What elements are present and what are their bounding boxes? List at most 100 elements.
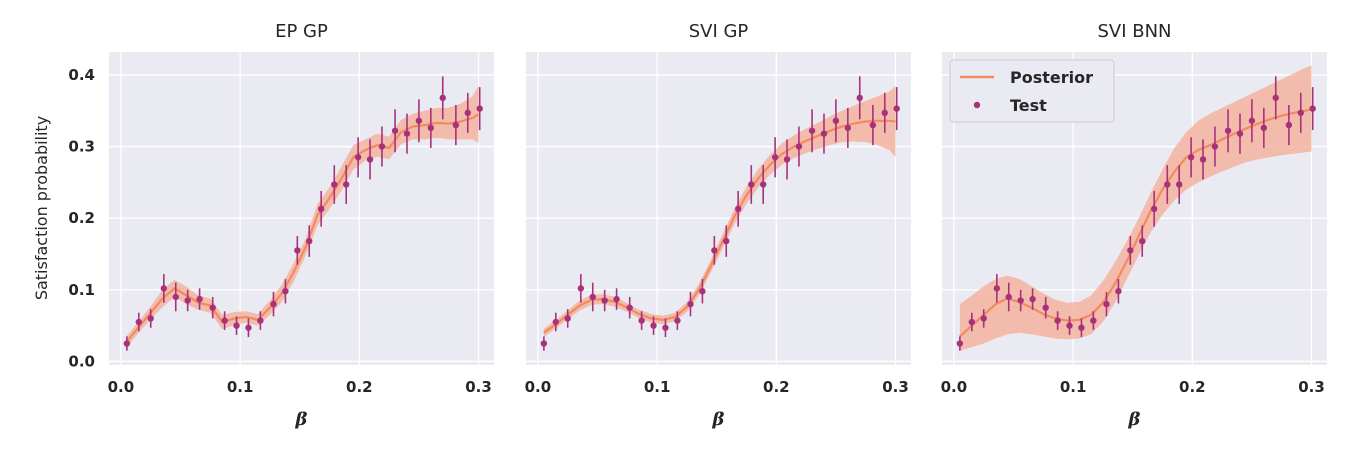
test-point: [317, 205, 325, 213]
plot-area: [526, 52, 911, 365]
x-tick-label: 0.3: [882, 378, 909, 396]
posterior-band: [126, 85, 479, 348]
test-point: [820, 130, 828, 137]
test-point: [184, 297, 191, 304]
x-tick-label: 0.2: [1179, 378, 1206, 396]
posterior-band: [543, 85, 896, 338]
test-point: [1066, 322, 1073, 329]
test-point: [1017, 297, 1024, 304]
test-point: [759, 181, 767, 188]
test-point: [342, 181, 350, 188]
test-point: [699, 288, 706, 295]
x-tick-label: 0.3: [465, 378, 492, 396]
test-point: [856, 94, 863, 102]
x-tick-label: 0.2: [763, 378, 790, 396]
test-point: [893, 105, 900, 112]
x-tick-label: 0.1: [227, 378, 254, 396]
x-tick-label: 0.0: [941, 378, 968, 396]
panel-title: SVI GP: [689, 21, 749, 42]
x-tick-label: 0.2: [346, 378, 373, 396]
test-point: [662, 324, 669, 331]
test-point: [403, 130, 411, 137]
test-point: [1042, 304, 1049, 311]
legend-posterior-label: Posterior: [1010, 68, 1093, 87]
y-tick-label: 0.0: [68, 352, 95, 370]
panel-1: 0.0 0.1 0.2 0.3 0.0 0.1 0.2 0.3 0.4 EP GP β: [68, 21, 494, 430]
x-axis-label: β: [295, 409, 308, 430]
test-point: [552, 318, 559, 326]
test-point: [711, 247, 718, 254]
test-point: [687, 300, 694, 308]
test-point: [1115, 288, 1122, 295]
x-tick-label: 0.1: [644, 378, 671, 396]
test-point: [1187, 154, 1195, 161]
test-point: [331, 181, 338, 188]
test-point: [1309, 105, 1316, 112]
test-point: [209, 304, 216, 311]
test-point: [650, 322, 657, 329]
panel-title: EP GP: [275, 21, 328, 42]
test-point: [1127, 247, 1134, 254]
test-point: [1199, 156, 1207, 163]
test-point: [771, 154, 779, 161]
x-tick-label: 0.1: [1060, 378, 1087, 396]
test-point: [993, 285, 1001, 292]
y-tick-label: 0.1: [68, 281, 95, 299]
test-point: [1260, 124, 1268, 132]
test-point: [1090, 317, 1097, 324]
test-point: [427, 124, 435, 132]
test-point: [869, 121, 877, 129]
test-point: [1236, 130, 1244, 137]
test-point: [723, 237, 730, 245]
test-point: [956, 340, 964, 347]
x-axis-label: β: [1128, 409, 1141, 430]
test-point: [172, 293, 179, 301]
test-point: [221, 317, 228, 324]
test-point: [135, 318, 142, 326]
test-point: [439, 94, 446, 102]
test-point: [1297, 109, 1304, 117]
test-point: [378, 143, 386, 150]
legend: [949, 59, 1115, 123]
test-point: [257, 317, 264, 324]
test-point: [1285, 121, 1293, 129]
test-point: [795, 143, 803, 150]
test-point: [613, 295, 620, 303]
test-point: [306, 237, 313, 245]
x-tick-label: 0.0: [108, 378, 135, 396]
test-point: [196, 295, 203, 303]
test-point: [294, 247, 301, 254]
test-point: [1164, 181, 1171, 188]
test-point: [1005, 293, 1012, 301]
panel-3: 0.0 0.1 0.2 0.3 SVI BNN β Posterior Test: [941, 21, 1327, 430]
test-point: [452, 121, 460, 129]
x-tick-label: 0.3: [1298, 378, 1325, 396]
test-point: [1029, 295, 1036, 303]
test-point: [589, 293, 596, 301]
test-point: [476, 105, 483, 112]
test-point: [270, 300, 277, 308]
y-tick-label: 0.3: [68, 138, 95, 156]
test-point: [1224, 127, 1232, 134]
test-point: [1272, 94, 1279, 102]
test-point: [968, 318, 975, 326]
test-point: [626, 304, 633, 311]
test-point: [540, 340, 548, 347]
test-point: [980, 315, 987, 322]
test-point: [674, 317, 681, 324]
test-point: [1139, 237, 1146, 245]
test-point: [354, 154, 362, 161]
test-point: [415, 117, 423, 124]
test-point: [1248, 117, 1256, 124]
test-point: [577, 285, 585, 292]
test-point: [147, 315, 154, 322]
legend-test-label: Test: [1010, 96, 1047, 115]
test-point: [783, 156, 791, 163]
test-point: [1150, 205, 1158, 213]
y-tick-label: 0.2: [68, 209, 95, 227]
test-point: [1078, 324, 1085, 331]
test-point: [366, 156, 374, 163]
test-point: [832, 117, 840, 124]
